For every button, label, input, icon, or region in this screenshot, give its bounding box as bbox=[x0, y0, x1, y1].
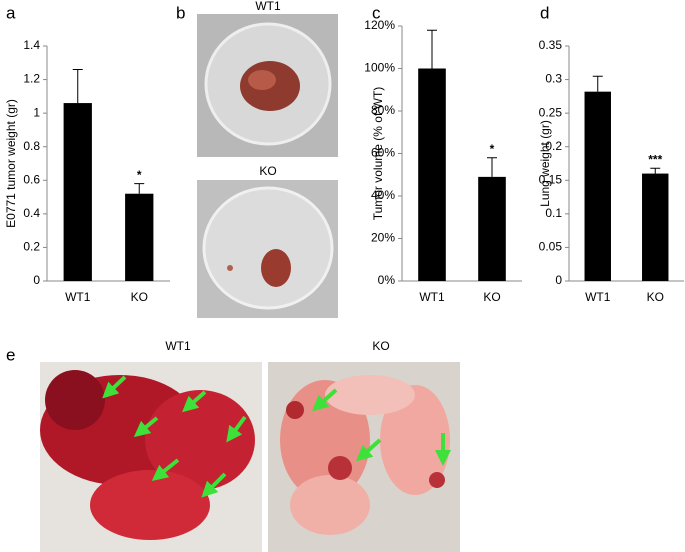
error-bar bbox=[134, 183, 145, 194]
y-axis-label: Tumor volume (% of WT) bbox=[371, 87, 385, 221]
bar bbox=[63, 103, 92, 281]
y-tick-label: 1 bbox=[33, 105, 40, 119]
x-tick-label: WT1 bbox=[65, 290, 91, 304]
y-tick-label: 0.3 bbox=[545, 72, 562, 86]
bar bbox=[478, 176, 506, 281]
y-tick-label: 0.35 bbox=[539, 38, 563, 52]
panel-label: e bbox=[6, 345, 15, 364]
y-tick-label: 1.2 bbox=[23, 72, 40, 86]
bar bbox=[584, 91, 611, 282]
y-tick-label: 80% bbox=[371, 103, 395, 117]
panel-label: c bbox=[372, 3, 381, 22]
x-tick-label: WT1 bbox=[585, 290, 611, 304]
y-tick-label: 0.2 bbox=[545, 139, 562, 153]
x-tick-label: KO bbox=[131, 290, 148, 304]
error-bar bbox=[487, 157, 497, 177]
error-bar bbox=[650, 167, 661, 174]
error-bar bbox=[592, 75, 603, 92]
y-axis-label: Lung weight (gr) bbox=[538, 120, 552, 207]
error-bar bbox=[427, 29, 437, 69]
y-tick-label: 0.8 bbox=[23, 139, 40, 153]
y-tick-label: 60% bbox=[371, 146, 395, 160]
y-tick-label: 40% bbox=[371, 188, 395, 202]
photo-label: KO bbox=[372, 339, 389, 353]
y-tick-label: 0.2 bbox=[23, 240, 40, 254]
y-tick-label: 0% bbox=[378, 273, 396, 287]
y-tick-label: 0.4 bbox=[23, 206, 40, 220]
photo-label: WT1 bbox=[255, 0, 281, 13]
y-tick-label: 0.1 bbox=[545, 206, 562, 220]
significance-label: *** bbox=[648, 152, 662, 166]
bar bbox=[125, 193, 154, 281]
photo-wt1-dish bbox=[197, 14, 338, 157]
y-tick-label: 0.25 bbox=[539, 105, 563, 119]
significance-label: * bbox=[137, 168, 142, 182]
photo-ko-lung bbox=[268, 362, 460, 552]
photo-label: KO bbox=[259, 164, 276, 178]
significance-label: * bbox=[490, 142, 495, 156]
photo-label: WT1 bbox=[165, 339, 191, 353]
panel-label: b bbox=[176, 3, 185, 22]
y-tick-label: 0.15 bbox=[539, 172, 563, 186]
photo-wt1-lung bbox=[40, 362, 262, 552]
error-bar bbox=[72, 69, 83, 104]
y-tick-label: 20% bbox=[371, 231, 395, 245]
y-axis-label: E0771 tumor weight (gr) bbox=[4, 99, 18, 228]
bar bbox=[642, 173, 669, 281]
x-tick-label: KO bbox=[647, 290, 664, 304]
panel-label: a bbox=[6, 3, 16, 22]
y-tick-label: 120% bbox=[364, 18, 395, 32]
y-tick-label: 0 bbox=[33, 273, 40, 287]
y-tick-label: 1.4 bbox=[23, 38, 40, 52]
x-tick-label: WT1 bbox=[419, 290, 445, 304]
bar bbox=[418, 68, 446, 281]
y-tick-label: 100% bbox=[364, 61, 395, 75]
y-tick-label: 0.6 bbox=[23, 172, 40, 186]
photo-ko-dish bbox=[197, 180, 338, 318]
y-tick-label: 0 bbox=[555, 273, 562, 287]
x-tick-label: KO bbox=[483, 290, 500, 304]
panel-label: d bbox=[540, 3, 549, 22]
y-tick-label: 0.05 bbox=[539, 240, 563, 254]
